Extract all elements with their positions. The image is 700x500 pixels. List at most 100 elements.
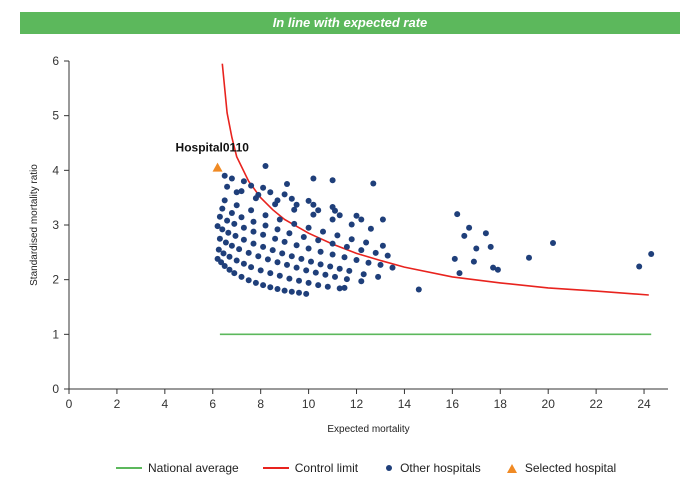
x-tick-label: 6 xyxy=(209,397,216,411)
x-tick-label: 22 xyxy=(589,397,603,411)
data-point xyxy=(286,230,293,237)
data-point xyxy=(348,221,355,228)
data-point xyxy=(365,259,372,266)
legend-label: Other hospitals xyxy=(400,461,481,475)
data-point xyxy=(260,184,267,191)
data-point xyxy=(324,283,331,290)
data-point xyxy=(451,255,458,262)
data-point xyxy=(384,252,391,259)
data-point xyxy=(262,163,269,169)
data-point xyxy=(267,284,274,291)
data-point xyxy=(336,285,343,292)
y-tick-label: 0 xyxy=(52,382,59,396)
data-point xyxy=(308,258,314,265)
data-point xyxy=(267,270,274,277)
data-point xyxy=(284,181,290,187)
data-point xyxy=(317,248,324,255)
data-point xyxy=(353,257,360,263)
data-point xyxy=(284,261,290,268)
data-point xyxy=(343,276,350,283)
data-point xyxy=(264,256,271,263)
data-point xyxy=(334,232,341,239)
data-point xyxy=(222,239,229,246)
data-point xyxy=(226,266,233,273)
data-point xyxy=(415,286,422,293)
data-point xyxy=(233,202,240,209)
chart-banner: In line with expected rate xyxy=(20,12,680,34)
data-point xyxy=(276,216,283,223)
data-point xyxy=(305,279,312,286)
data-point xyxy=(221,197,228,204)
data-point xyxy=(315,207,322,214)
data-point xyxy=(221,263,228,269)
legend-swatch-other-hospitals xyxy=(386,465,393,471)
data-point xyxy=(317,261,324,268)
data-point xyxy=(219,205,226,212)
data-point xyxy=(274,259,281,266)
data-point xyxy=(231,220,238,227)
data-point xyxy=(255,253,262,260)
data-point xyxy=(360,271,367,278)
data-point xyxy=(329,216,336,223)
legend-label: National average xyxy=(148,461,239,475)
y-tick-label: 1 xyxy=(52,327,59,341)
x-tick-label: 24 xyxy=(637,397,651,411)
legend: National average Control limit Other hos… xyxy=(116,458,640,478)
data-point xyxy=(367,225,374,232)
data-point xyxy=(228,242,235,249)
annotation-label: Hospital0110 xyxy=(176,141,250,155)
y-axis-title: Standardised mortality ratio xyxy=(29,164,40,286)
x-tick-label: 8 xyxy=(257,397,264,411)
annotations: Hospital0110 xyxy=(176,141,250,155)
legend-item-selected-hospital: Selected hospital xyxy=(505,461,616,475)
data-point xyxy=(238,214,245,221)
data-point xyxy=(262,212,269,219)
data-points xyxy=(212,162,655,297)
data-point xyxy=(250,240,257,247)
data-point xyxy=(482,230,489,237)
data-point xyxy=(305,197,312,204)
data-point xyxy=(341,284,348,291)
data-point xyxy=(315,237,322,244)
data-point xyxy=(346,267,353,274)
selected-hospital-marker xyxy=(212,162,223,172)
data-point xyxy=(466,224,473,231)
data-point xyxy=(296,289,302,296)
data-point xyxy=(240,224,247,231)
data-point xyxy=(329,240,336,247)
data-point xyxy=(238,188,245,195)
data-point xyxy=(286,275,293,282)
data-point xyxy=(310,201,317,208)
data-point xyxy=(490,264,497,271)
x-tick-label: 0 xyxy=(66,397,73,411)
data-point xyxy=(348,236,355,243)
data-point xyxy=(363,239,370,246)
data-point xyxy=(473,245,480,252)
data-point xyxy=(332,273,338,280)
data-point xyxy=(550,240,556,246)
legend-swatch-selected-hospital xyxy=(506,463,517,473)
legend-label: Control limit xyxy=(294,461,359,475)
data-point xyxy=(327,263,334,270)
data-point xyxy=(358,278,365,285)
data-point xyxy=(240,178,247,185)
data-point xyxy=(336,212,343,219)
y-tick-label: 5 xyxy=(52,109,59,123)
data-point xyxy=(310,211,317,218)
data-point xyxy=(526,254,532,261)
data-point xyxy=(343,243,350,250)
data-point xyxy=(260,282,267,289)
data-point xyxy=(248,182,255,189)
data-point xyxy=(303,290,310,297)
data-point xyxy=(336,265,343,272)
data-point xyxy=(329,177,336,184)
data-point xyxy=(375,273,382,280)
data-point xyxy=(310,175,317,182)
data-point xyxy=(262,222,269,229)
y-tick-label: 2 xyxy=(52,273,59,287)
data-point xyxy=(224,183,231,190)
legend-swatch-control-limit xyxy=(262,467,289,469)
data-point xyxy=(248,264,255,271)
data-point xyxy=(291,220,298,227)
data-point xyxy=(267,189,274,196)
